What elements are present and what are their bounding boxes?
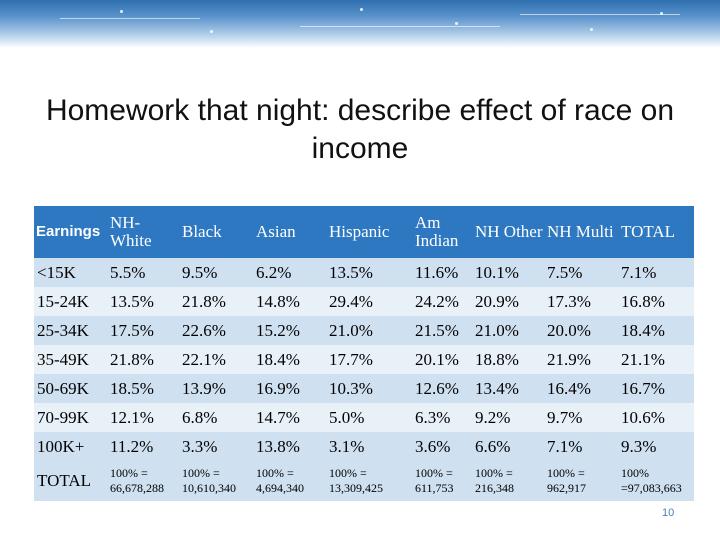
value-cell: 17.5% (107, 316, 179, 345)
value-cell: 6.3% (412, 403, 472, 432)
value-cell: 20.0% (544, 316, 618, 345)
row-label-cell: 100K+ (34, 432, 107, 461)
value-cell: 7.5% (544, 258, 618, 287)
value-cell: 9.5% (179, 258, 253, 287)
value-cell: 7.1% (618, 258, 694, 287)
table-row: 50-69K 18.5% 13.9% 16.9% 10.3% 12.6% 13.4% 16.4… (34, 374, 694, 403)
header-row: Earnings NH-White Black Asian Hispanic A… (34, 206, 694, 258)
value-cell: 14.8% (253, 287, 326, 316)
value-cell: 3.1% (326, 432, 412, 461)
value-cell: 15.2% (253, 316, 326, 345)
table-row: 70-99K 12.1% 6.8% 14.7% 5.0% 6.3% 9.2% 9.7% 10.6… (34, 403, 694, 432)
value-cell: 16.4% (544, 374, 618, 403)
value-cell: 6.6% (472, 432, 544, 461)
value-cell: 10.6% (618, 403, 694, 432)
value-cell: 6.8% (179, 403, 253, 432)
header-cell-am-indian: Am Indian (412, 206, 472, 258)
value-cell: 21.0% (472, 316, 544, 345)
value-cell: 16.9% (253, 374, 326, 403)
value-cell: 18.8% (472, 345, 544, 374)
value-cell: 11.6% (412, 258, 472, 287)
table-row: <15K 5.5% 9.5% 6.2% 13.5% 11.6% 10.1% 7.5% 7.1% (34, 258, 694, 287)
value-cell: 13.4% (472, 374, 544, 403)
value-cell: 22.1% (179, 345, 253, 374)
total-row: TOTAL 100% = 66,678,288 100% = 10,610,340 1… (34, 461, 694, 501)
value-cell: 10.3% (326, 374, 412, 403)
value-cell: 29.4% (326, 287, 412, 316)
value-cell: 21.8% (107, 345, 179, 374)
value-cell: 22.6% (179, 316, 253, 345)
value-cell: 3.6% (412, 432, 472, 461)
value-cell: 12.1% (107, 403, 179, 432)
page-number: 10 (662, 507, 675, 519)
value-cell: 9.2% (472, 403, 544, 432)
value-cell: 9.7% (544, 403, 618, 432)
value-cell: 18.4% (618, 316, 694, 345)
value-cell: 18.4% (253, 345, 326, 374)
total-cell: 100% =97,083,663 (618, 461, 694, 501)
header-cell-nh-white: NH-White (107, 206, 179, 258)
value-cell: 17.3% (544, 287, 618, 316)
value-cell: 21.8% (179, 287, 253, 316)
header-banner (0, 0, 720, 48)
total-cell: 100% = 962,917 (544, 461, 618, 501)
table-body: Earnings NH-White Black Asian Hispanic A… (34, 206, 694, 501)
value-cell: 16.7% (618, 374, 694, 403)
row-label-cell: 70-99K (34, 403, 107, 432)
total-cell: 100% = 10,610,340 (179, 461, 253, 501)
header-cell-earnings: Earnings (34, 206, 107, 258)
income-by-race-table: Earnings NH-White Black Asian Hispanic A… (34, 206, 694, 501)
value-cell: 13.5% (107, 287, 179, 316)
value-cell: 20.1% (412, 345, 472, 374)
value-cell: 11.2% (107, 432, 179, 461)
slide-title: Homework that night: describe effect of … (45, 94, 675, 165)
table-row: 15-24K 13.5% 21.8% 14.8% 29.4% 24.2% 20.9% 17.3… (34, 287, 694, 316)
value-cell: 5.0% (326, 403, 412, 432)
value-cell: 5.5% (107, 258, 179, 287)
value-cell: 17.7% (326, 345, 412, 374)
value-cell: 12.6% (412, 374, 472, 403)
value-cell: 18.5% (107, 374, 179, 403)
value-cell: 16.8% (618, 287, 694, 316)
value-cell: 14.7% (253, 403, 326, 432)
row-label-cell: 25-34K (34, 316, 107, 345)
value-cell: 21.1% (618, 345, 694, 374)
header-cell-nh-multi: NH Multi (544, 206, 618, 258)
total-cell: 100% = 66,678,288 (107, 461, 179, 501)
total-row-label: TOTAL (34, 461, 107, 501)
value-cell: 21.0% (326, 316, 412, 345)
value-cell: 13.5% (326, 258, 412, 287)
value-cell: 10.1% (472, 258, 544, 287)
row-label-cell: 50-69K (34, 374, 107, 403)
row-label-cell: 15-24K (34, 287, 107, 316)
value-cell: 21.9% (544, 345, 618, 374)
value-cell: 20.9% (472, 287, 544, 316)
row-label-cell: <15K (34, 258, 107, 287)
value-cell: 21.5% (412, 316, 472, 345)
total-cell: 100% = 611,753 (412, 461, 472, 501)
total-cell: 100% = 4,694,340 (253, 461, 326, 501)
total-cell: 100% = 13,309,425 (326, 461, 412, 501)
header-cell-total: TOTAL (618, 206, 694, 258)
value-cell: 24.2% (412, 287, 472, 316)
row-label-cell: 35-49K (34, 345, 107, 374)
value-cell: 3.3% (179, 432, 253, 461)
value-cell: 6.2% (253, 258, 326, 287)
value-cell: 7.1% (544, 432, 618, 461)
value-cell: 13.8% (253, 432, 326, 461)
header-cell-hispanic: Hispanic (326, 206, 412, 258)
table-row: 35-49K 21.8% 22.1% 18.4% 17.7% 20.1% 18.8% 21.9… (34, 345, 694, 374)
value-cell: 13.9% (179, 374, 253, 403)
value-cell: 9.3% (618, 432, 694, 461)
header-cell-nh-other: NH Other (472, 206, 544, 258)
total-cell: 100% = 216,348 (472, 461, 544, 501)
table-row: 100K+ 11.2% 3.3% 13.8% 3.1% 3.6% 6.6% 7.1% 9.3% (34, 432, 694, 461)
table-row: 25-34K 17.5% 22.6% 15.2% 21.0% 21.5% 21.0% 20.0… (34, 316, 694, 345)
header-cell-asian: Asian (253, 206, 326, 258)
header-cell-black: Black (179, 206, 253, 258)
